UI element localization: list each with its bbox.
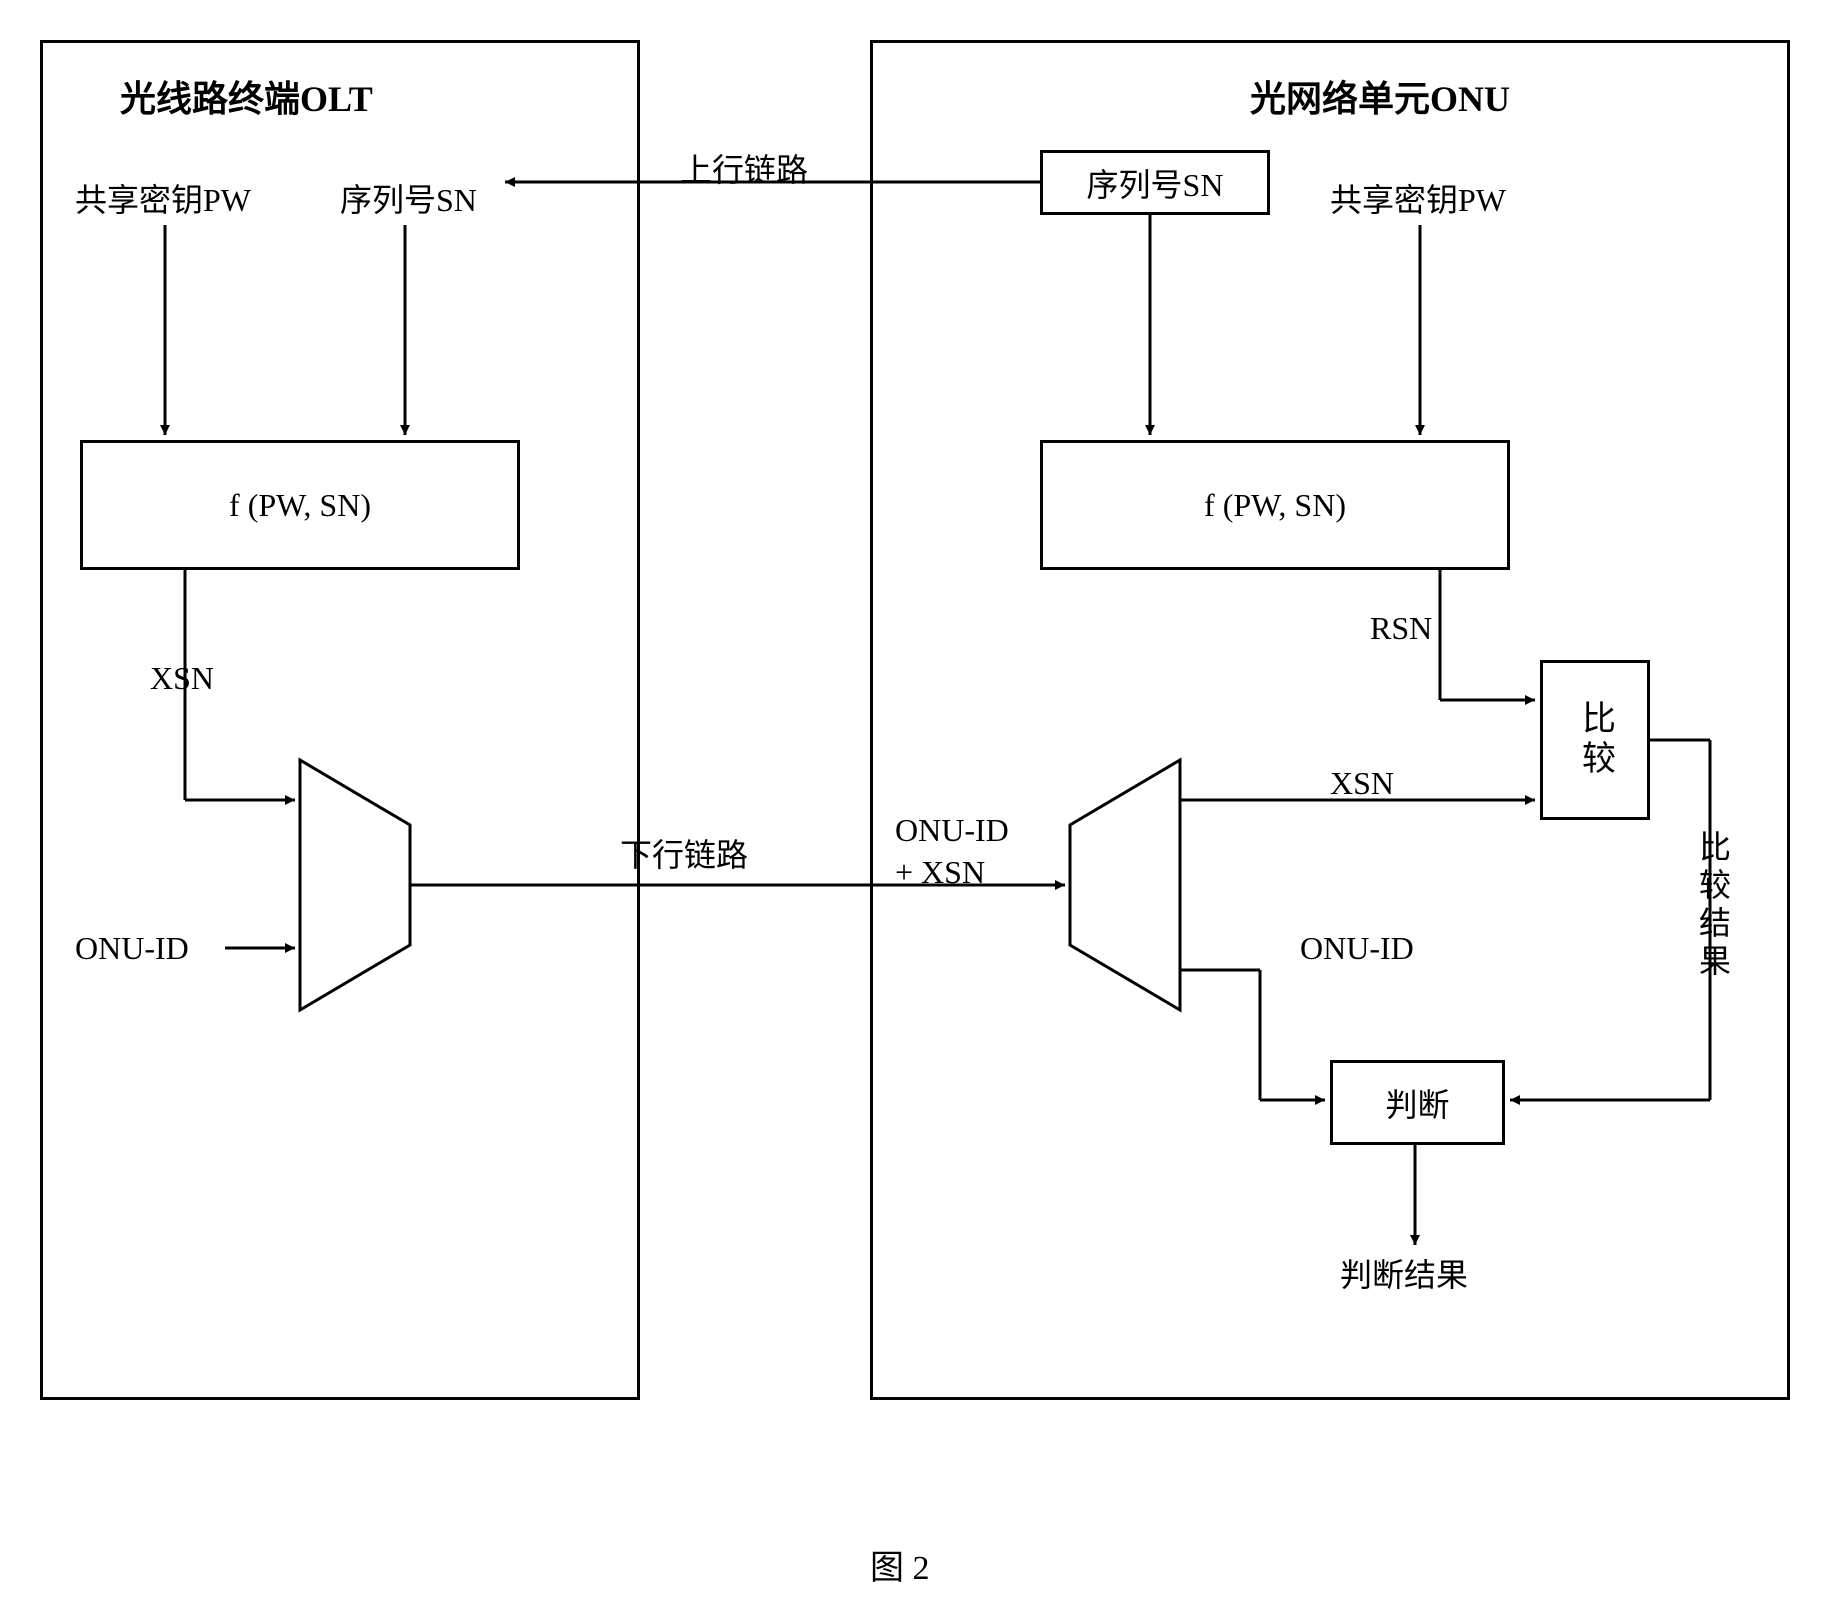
compare-result-label: 比较结果: [1690, 830, 1736, 982]
olt-func-box: f (PW, SN): [80, 440, 520, 570]
onu-shared-key-label: 共享密钥PW: [1330, 175, 1506, 221]
onu-container: [870, 40, 1790, 1400]
uplink-label: 上行链路: [680, 145, 808, 191]
olt-container: [40, 40, 640, 1400]
olt-func-label: f (PW, SN): [229, 487, 371, 524]
onu-rsn-label: RSN: [1370, 610, 1432, 647]
onu-xsn-label: XSN: [1330, 765, 1394, 802]
judge-box: 判断: [1330, 1060, 1505, 1145]
olt-xsn-label: XSN: [150, 660, 214, 697]
onu-func-label: f (PW, SN): [1204, 487, 1346, 524]
figure-caption: 图 2: [870, 1540, 930, 1589]
olt-serial-label: 序列号SN: [340, 175, 477, 221]
olt-shared-key-label: 共享密钥PW: [75, 175, 251, 221]
compare-box: 比较: [1540, 660, 1650, 820]
judge-result-label: 判断结果: [1340, 1250, 1468, 1296]
onu-onuid-label: ONU-ID: [1300, 930, 1414, 967]
diagram-canvas: 光线路终端OLT 光网络单元ONU 共享密钥PW 序列号SN f (PW, SN…: [0, 0, 1843, 1620]
onu-sn-box: 序列号SN: [1040, 150, 1270, 215]
onu-title: 光网络单元ONU: [1250, 70, 1510, 122]
onu-sn-label: 序列号SN: [1087, 160, 1224, 206]
olt-onuid-label: ONU-ID: [75, 930, 189, 967]
onu-func-box: f (PW, SN): [1040, 440, 1510, 570]
downlink-label: 下行链路: [620, 830, 748, 876]
compare-label: 比较: [1571, 700, 1620, 780]
judge-label: 判断: [1385, 1080, 1449, 1126]
payload-label: ONU-ID+ XSN: [895, 810, 1009, 893]
olt-title: 光线路终端OLT: [120, 70, 373, 122]
